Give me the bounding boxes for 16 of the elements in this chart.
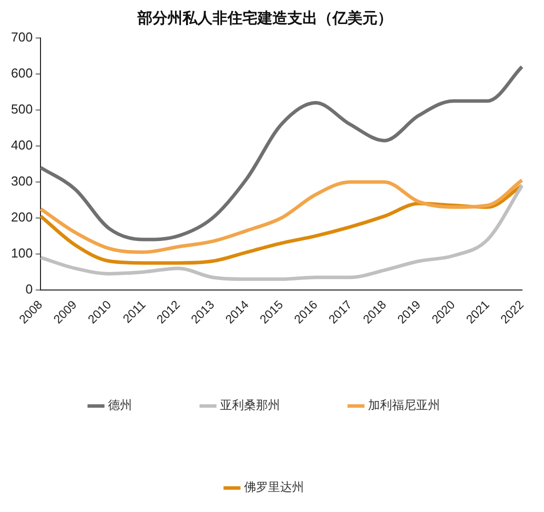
y-tick-label: 200 bbox=[10, 210, 33, 225]
y-tick-label: 0 bbox=[25, 282, 33, 297]
legend-label: 德州 bbox=[108, 398, 132, 412]
y-tick-label: 500 bbox=[10, 102, 33, 117]
legend-label: 佛罗里达州 bbox=[244, 480, 304, 494]
y-tick-label: 100 bbox=[10, 246, 33, 261]
y-tick-label: 300 bbox=[10, 174, 33, 189]
legend-label: 亚利桑那州 bbox=[220, 398, 280, 412]
line-series bbox=[38, 184, 524, 281]
line-series bbox=[38, 178, 524, 254]
y-tick-label: 700 bbox=[10, 30, 33, 45]
y-tick-label: 600 bbox=[10, 66, 33, 81]
legend-label: 加利福尼亚州 bbox=[368, 398, 440, 412]
y-tick-label: 400 bbox=[10, 138, 33, 153]
chart-title: 部分州私人非住宅建造支出（亿美元） bbox=[136, 8, 392, 27]
line-series bbox=[38, 65, 524, 242]
